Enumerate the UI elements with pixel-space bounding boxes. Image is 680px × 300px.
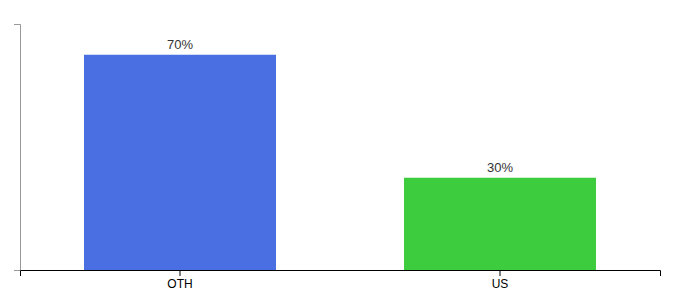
- bar: [404, 178, 596, 270]
- x-tick-label: US: [492, 277, 509, 291]
- data-label: 70%: [167, 37, 193, 52]
- data-labels: 70% 30%: [167, 37, 513, 175]
- x-tick-mark: [180, 270, 181, 276]
- y-axis-line: [14, 25, 21, 271]
- data-label: 30%: [487, 160, 513, 175]
- x-tick-mark: [500, 270, 501, 276]
- x-axis: OTH US: [21, 270, 661, 291]
- x-tick: OTH: [167, 270, 192, 291]
- chart-svg: OTH US 70% 30%: [0, 0, 680, 300]
- y-axis: [14, 25, 21, 271]
- x-axis-line: [21, 271, 661, 277]
- bars: [84, 55, 596, 270]
- x-tick: US: [492, 270, 509, 291]
- chart-container: OTH US 70% 30%: [0, 0, 680, 300]
- bar: [84, 55, 276, 270]
- x-tick-label: OTH: [167, 277, 192, 291]
- plot-area: OTH US 70% 30%: [14, 25, 661, 291]
